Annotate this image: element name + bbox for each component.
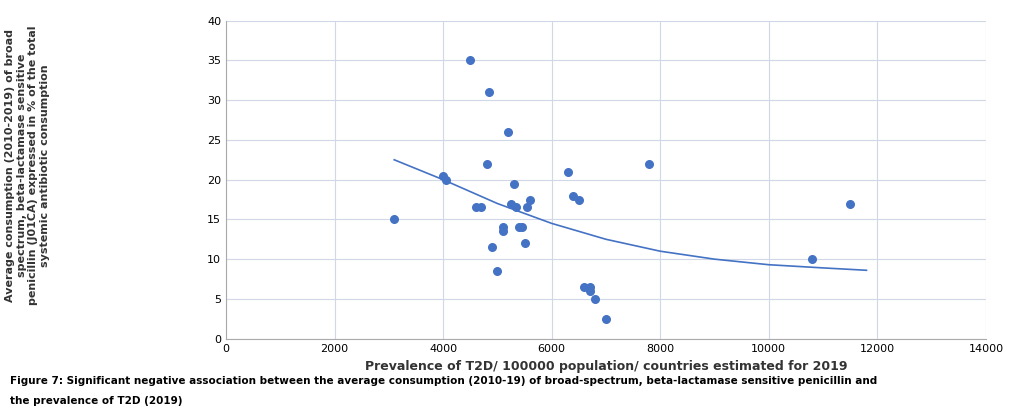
- Text: the prevalence of T2D (2019): the prevalence of T2D (2019): [10, 396, 183, 406]
- Point: [560, 169, 576, 175]
- Point: [571, 196, 587, 203]
- Point: [581, 287, 598, 294]
- Text: Average consumption (2010-2019) of broad
spectrum, beta-lactamase sensitive
peni: Average consumption (2010-2019) of broad…: [5, 26, 50, 305]
- Point: [586, 296, 603, 302]
- Point: [481, 89, 497, 95]
- Point: [519, 204, 535, 211]
- Point: [472, 204, 489, 211]
- Point: [804, 256, 821, 263]
- Point: [517, 240, 533, 247]
- Point: [484, 244, 500, 251]
- Point: [514, 224, 530, 230]
- Point: [500, 128, 517, 135]
- Point: [581, 284, 598, 290]
- Point: [495, 224, 511, 230]
- Point: [489, 268, 505, 274]
- Point: [462, 57, 479, 64]
- X-axis label: Prevalence of T2D/ 100000 population/ countries estimated for 2019: Prevalence of T2D/ 100000 population/ co…: [365, 361, 847, 373]
- Point: [503, 200, 520, 207]
- Point: [386, 216, 403, 223]
- Point: [510, 224, 527, 230]
- Point: [479, 160, 495, 167]
- Text: Figure 7: Significant negative association between the average consumption (2010: Figure 7: Significant negative associati…: [10, 376, 877, 386]
- Point: [565, 192, 581, 199]
- Point: [438, 176, 454, 183]
- Point: [842, 200, 859, 207]
- Point: [467, 204, 484, 211]
- Point: [434, 172, 451, 179]
- Point: [576, 284, 593, 290]
- Point: [641, 160, 657, 167]
- Point: [598, 316, 614, 322]
- Point: [508, 204, 525, 211]
- Point: [495, 228, 511, 235]
- Point: [505, 180, 522, 187]
- Point: [522, 196, 538, 203]
